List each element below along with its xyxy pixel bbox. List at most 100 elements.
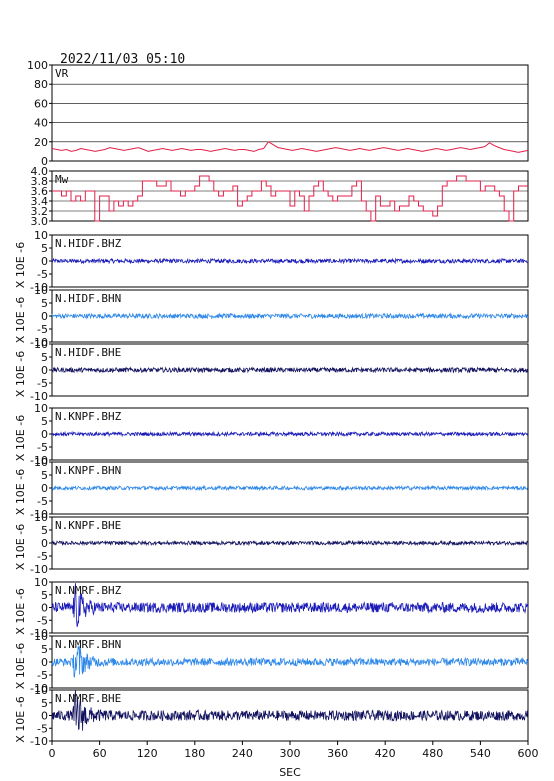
panel-label: N.NMRF.BHZ	[55, 584, 122, 597]
y-tick-label: -5	[37, 441, 48, 454]
y-tick-label: -5	[37, 614, 48, 627]
panels-group: 020406080100VR3.03.23.43.63.84.0Mw-10-50…	[14, 59, 529, 748]
y-axis-unit-label: X 10E -6	[14, 524, 27, 570]
y-axis-unit-label: X 10E -6	[14, 696, 27, 742]
y-tick-label: 0	[41, 537, 48, 550]
y-tick-label: -10	[30, 627, 48, 640]
panel-mw: 3.03.23.43.63.84.0 Mw	[31, 165, 529, 228]
y-tick-label: 0	[41, 310, 48, 323]
y-tick-label: 80	[34, 78, 48, 91]
y-tick-label: -10	[30, 454, 48, 467]
y-tick-label: 3.0	[31, 215, 49, 228]
x-tick-label: 120	[137, 747, 158, 760]
panel-label: N.KNPF.BHN	[55, 464, 121, 477]
y-tick-label: 3.6	[31, 185, 49, 198]
y-tick-label: 0	[41, 482, 48, 495]
series-line-knpf-bhz	[51, 430, 529, 438]
y-tick-label: -5	[37, 323, 48, 336]
y-tick-label: 0	[41, 364, 48, 377]
panel-label: Mw	[55, 173, 69, 186]
y-tick-label: 5	[41, 469, 48, 482]
x-tick-label: 0	[49, 747, 56, 760]
y-tick-label: -10	[30, 682, 48, 695]
y-tick-label: 0	[41, 428, 48, 441]
y-tick-label: 5	[41, 415, 48, 428]
series-line-nmrf-bhz	[51, 583, 529, 628]
y-tick-label: 5	[41, 524, 48, 537]
y-tick-label: -10	[30, 336, 48, 349]
series-line-knpf-bhn	[51, 484, 528, 492]
y-tick-label: -5	[37, 268, 48, 281]
series-line-hidf-bhn	[51, 312, 529, 320]
y-tick-label: 60	[34, 97, 48, 110]
x-tick-label: 180	[184, 747, 205, 760]
y-tick-label: 10	[34, 338, 48, 351]
series-line-nmrf-bhe	[51, 689, 529, 731]
y-tick-label: 10	[34, 456, 48, 469]
y-tick-label: -10	[30, 390, 48, 403]
y-tick-label: -10	[30, 508, 48, 521]
panel-vr: 0 20 40 60 80 100 VR	[27, 59, 529, 168]
panel-label: VR	[55, 67, 69, 80]
y-tick-label: 10	[34, 684, 48, 697]
panel-label: N.HIDF.BHZ	[55, 237, 122, 250]
y-tick-label: -5	[37, 722, 48, 735]
y-axis-unit-label: X 10E -6	[14, 297, 27, 343]
panel-frame	[51, 64, 529, 162]
y-tick-label: 5	[41, 643, 48, 656]
y-tick-label: -5	[37, 377, 48, 390]
x-axis: 0 60 120 180 240 300 360 420 480 540 600	[49, 741, 539, 760]
y-tick-label: -5	[37, 669, 48, 682]
y-tick-label: 3.2	[31, 205, 49, 218]
series-line-nmrf-bhn	[51, 645, 529, 678]
series-line-mw	[52, 175, 528, 222]
x-tick-label: 420	[375, 747, 396, 760]
y-tick-label: -5	[37, 495, 48, 508]
y-tick-label: 3.8	[31, 175, 49, 188]
y-tick-label: 10	[34, 284, 48, 297]
x-tick-label: 600	[518, 747, 539, 760]
y-tick-label: 5	[41, 242, 48, 255]
y-tick-label: 0	[41, 710, 48, 723]
y-axis-unit-label: X 10E -6	[14, 351, 27, 397]
y-tick-label: 100	[27, 59, 48, 72]
panel-label: N.NMRF.BHN	[55, 638, 121, 651]
series-line-knpf-bhe	[51, 539, 529, 547]
x-tick-label: 540	[470, 747, 491, 760]
x-tick-label: 360	[327, 747, 348, 760]
x-tick-label: 60	[93, 747, 107, 760]
y-tick-label: 0	[41, 155, 48, 168]
y-tick-label: -5	[37, 550, 48, 563]
y-tick-label: 10	[34, 229, 48, 242]
panel-label: N.NMRF.BHE	[55, 692, 121, 705]
y-axis-unit-label: X 10E -6	[14, 469, 27, 515]
y-tick-label: 0	[41, 656, 48, 669]
y-tick-label: 10	[34, 576, 48, 589]
y-tick-label: 10	[34, 630, 48, 643]
x-tick-label: 480	[422, 747, 443, 760]
y-tick-label: -10	[30, 735, 48, 748]
panel-frame	[51, 407, 529, 461]
y-tick-label: -10	[30, 563, 48, 576]
x-tick-label: 300	[280, 747, 301, 760]
y-tick-label: 5	[41, 589, 48, 602]
panel-label: N.KNPF.BHZ	[55, 410, 122, 423]
x-axis-label: SEC	[279, 766, 301, 779]
y-tick-label: 10	[34, 511, 48, 524]
y-tick-label: 20	[34, 136, 48, 149]
y-tick-label: -10	[30, 281, 48, 294]
y-tick-label: 0	[41, 255, 48, 268]
panel-frame	[51, 170, 529, 222]
panel-label: N.HIDF.BHN	[55, 292, 121, 305]
y-tick-label: 10	[34, 402, 48, 415]
y-axis-unit-label: X 10E -6	[14, 415, 27, 461]
panel-label: N.KNPF.BHE	[55, 519, 121, 532]
